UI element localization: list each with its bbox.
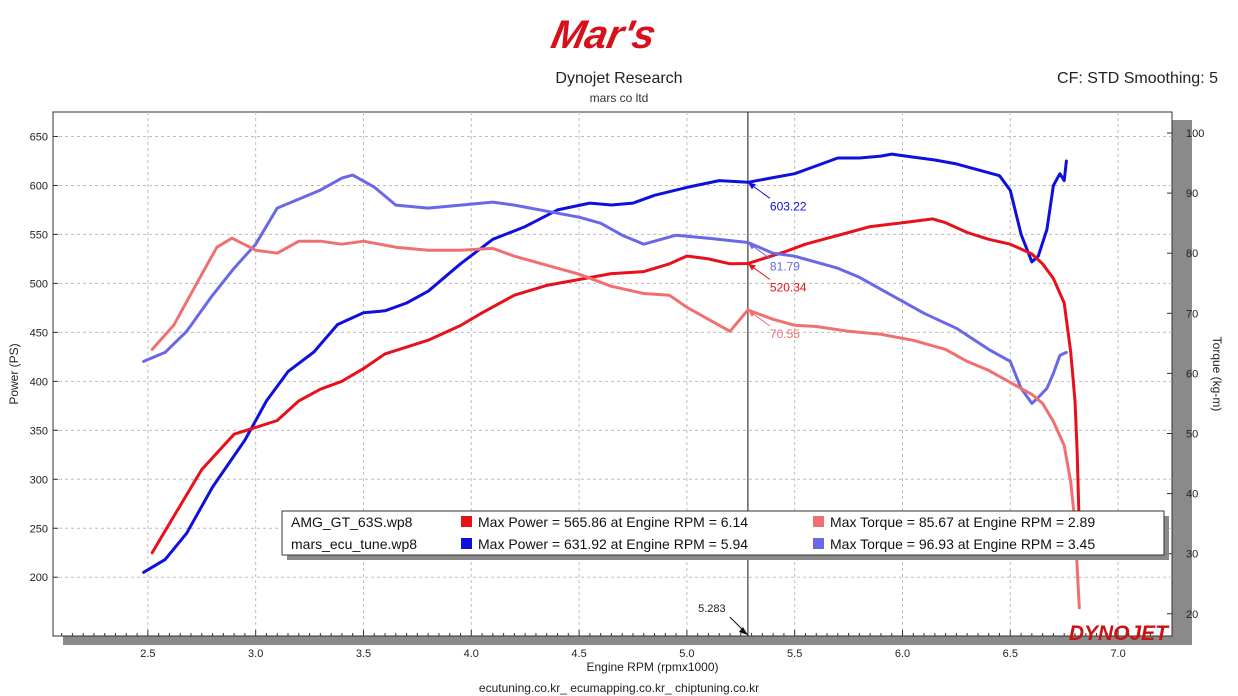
y2-tick-label: 40	[1186, 489, 1198, 501]
mars-logo: Mar's	[550, 11, 660, 56]
legend-torque-swatch	[813, 538, 824, 549]
y2-tick-label: 70	[1186, 308, 1198, 320]
series-line-2	[142, 173, 1068, 405]
annotation-arrow	[747, 310, 756, 318]
x-tick-label: 3.5	[356, 648, 371, 660]
y-tick-label: 350	[30, 425, 48, 437]
legend-power-swatch	[461, 538, 472, 549]
y-tick-label: 200	[30, 572, 48, 584]
annotation-arrow	[747, 263, 756, 271]
legend-power-text: Max Power = 565.86 at Engine RPM = 6.14	[478, 514, 748, 530]
y2-tick-label: 90	[1186, 188, 1198, 200]
y2-tick-label: 100	[1186, 128, 1204, 140]
footer-text: ecutuning.co.kr_ ecumapping.co.kr_ chipt…	[478, 681, 760, 695]
cursor-arrow-head	[738, 627, 748, 635]
chart-title: Dynojet Research	[555, 70, 683, 87]
annotation-label: 70.55	[770, 327, 800, 341]
legend-file-name: AMG_GT_63S.wp8	[291, 514, 413, 530]
x-tick-label: 7.0	[1110, 648, 1125, 660]
dynojet-watermark: DYNOJET	[1069, 622, 1170, 645]
y-tick-label: 250	[30, 523, 48, 535]
legend-box	[281, 510, 1165, 556]
y-tick-label: 650	[30, 131, 48, 143]
annotation-leader	[751, 184, 771, 199]
annotation-label: 603.22	[770, 199, 807, 213]
x-tick-label: 5.5	[787, 648, 802, 660]
legend-torque-text: Max Torque = 96.93 at Engine RPM = 3.45	[830, 536, 1095, 552]
y2-axis-label: Torque (kg-m)	[1210, 337, 1224, 412]
y2-tick-label: 60	[1186, 368, 1198, 380]
x-tick-label: 2.5	[140, 648, 155, 660]
annotation-leader	[751, 266, 771, 280]
y-tick-label: 500	[30, 278, 48, 290]
legend: AMG_GT_63S.wp8 Max Power = 565.86 at Engi…	[281, 510, 1169, 560]
y-tick-label: 450	[30, 327, 48, 339]
annotation-label: 81.79	[770, 259, 800, 273]
x-tick-label: 6.0	[895, 648, 910, 660]
x-axis-label: Engine RPM (rpmx1000)	[586, 660, 718, 674]
y-tick-label: 300	[30, 474, 48, 486]
cursor-label: 5.283	[698, 603, 726, 615]
y-axis-label: Power (PS)	[7, 343, 21, 404]
y-tick-label: 600	[30, 180, 48, 192]
x-tick-label: 5.0	[679, 648, 694, 660]
legend-file-name: mars_ecu_tune.wp8	[291, 536, 417, 552]
annotation-leader	[751, 245, 771, 259]
series-lines	[142, 152, 1081, 610]
x-tick-label: 4.5	[571, 648, 586, 660]
logo-text: Mar's	[550, 11, 660, 56]
series-line-1	[150, 217, 1081, 555]
axes: 2.5 3.0 3.5 4.0 4.5 5.0 5.5 6.0 6.5 7.0 200 250 300 3…	[7, 112, 1224, 674]
x-tick-label: 4.0	[464, 648, 479, 660]
y2-tick-label: 50	[1186, 428, 1198, 440]
legend-power-swatch	[461, 516, 472, 527]
y-tick-label: 550	[30, 229, 48, 241]
series-line-3	[150, 236, 1081, 610]
annotation-arrow	[747, 182, 756, 190]
x-tick-label: 3.0	[248, 648, 263, 660]
annotations: 603.22 81.79 520.34 70.55	[747, 182, 807, 341]
legend-torque-text: Max Torque = 85.67 at Engine RPM = 2.89	[830, 514, 1095, 530]
correction-factor-label: CF: STD Smoothing: 5	[1057, 70, 1218, 87]
legend-power-text: Max Power = 631.92 at Engine RPM = 5.94	[478, 536, 748, 552]
annotation-arrow	[747, 242, 756, 250]
y2-tick-label: 80	[1186, 248, 1198, 260]
annotation-label: 520.34	[770, 280, 807, 294]
chart-subtitle: mars co ltd	[589, 91, 649, 105]
grid	[53, 112, 1172, 636]
legend-torque-swatch	[813, 516, 824, 527]
y-tick-label: 400	[30, 376, 48, 388]
y2-tick-label: 30	[1186, 549, 1198, 561]
series-line-0	[142, 152, 1068, 574]
annotation-leader	[751, 312, 771, 327]
x-tick-label: 6.5	[1003, 648, 1018, 660]
y2-tick-label: 20	[1186, 609, 1198, 621]
